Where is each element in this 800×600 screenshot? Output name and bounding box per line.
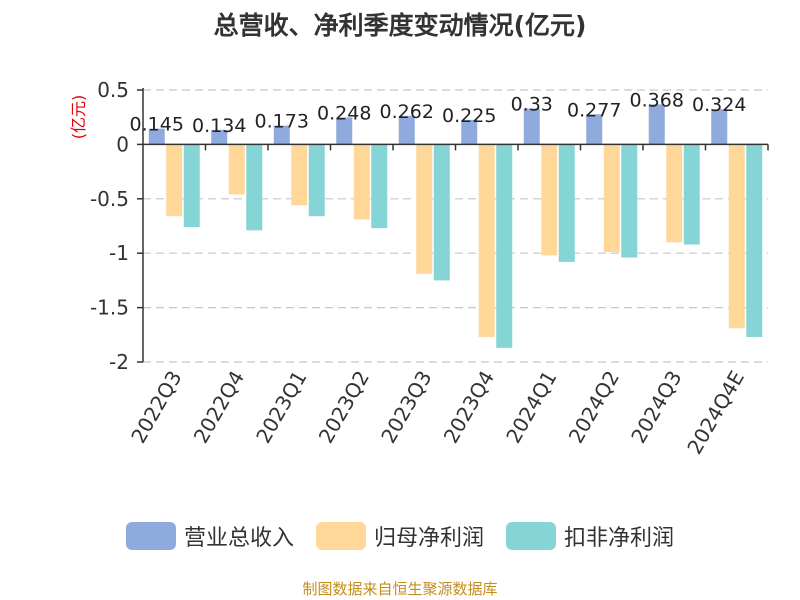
legend-label-deducted-profit: 扣非净利润 [564,526,675,551]
legend-item-deducted-profit[interactable]: 扣非净利润 [506,520,674,552]
source-note: 制图数据来自恒生聚源数据库 [302,580,498,598]
data-label: 0.145 [130,114,184,136]
bar [541,144,558,256]
x-tick-label: 2024Q1 [501,367,561,448]
bar [416,144,433,274]
bar [621,144,638,258]
bar [211,129,228,145]
bar [166,144,183,217]
y-tick-label: -1 [109,241,129,265]
y-tick-label: -2 [109,350,129,374]
x-tick-label: 2023Q1 [251,367,311,448]
bar [586,114,603,145]
bar [683,144,700,245]
bar [603,144,620,253]
data-label: 0.277 [567,99,621,121]
x-tick-label: 2023Q3 [376,367,436,448]
bar [308,144,325,217]
legend-swatch-deducted-profit [506,522,556,550]
y-tick-label: -1.5 [90,296,129,320]
data-labels: 0.145 0.134 0.173 0.248 0.262 0.225 0.33 0.277 0… [130,89,747,136]
legend-label-revenue: 营业总收入 [183,526,294,551]
bar [496,144,513,348]
x-tick-label: 2022Q4 [189,367,249,448]
bar [371,144,388,229]
data-label: 0.324 [692,94,746,116]
x-tick-label: 2023Q4 [439,367,499,448]
y-tick-label: -0.5 [90,187,129,211]
y-axis-title: (亿元) [69,95,88,140]
data-label: 0.173 [255,111,309,133]
data-label: 0.248 [317,102,371,124]
bar [228,144,245,195]
x-tick-label: 2024Q2 [564,367,624,448]
x-tick-label: 2024Q3 [626,367,686,448]
bar [711,109,728,145]
x-tick-label: 2024Q4E [682,367,749,459]
bar [728,144,745,329]
bar [478,144,495,337]
bar [246,144,263,231]
y-tick-label: 0 [116,132,129,156]
legend-label-net-profit: 归母净利润 [373,526,484,551]
x-tick-label: 2022Q3 [126,367,186,448]
bar [666,144,683,243]
x-tick-label: 2023Q2 [314,367,374,448]
legend-swatch-net-profit [315,522,366,550]
bar [461,119,478,145]
bar [398,115,415,145]
bar [148,128,165,145]
chart-title: 总营收、净利季度变动情况(亿元) [213,11,587,40]
bar [648,104,665,145]
y-tick-label: 0.5 [97,78,129,102]
legend-item-net-profit[interactable]: 归母净利润 [315,520,484,552]
bars [148,104,763,348]
legend: 营业总收入 归母净利润 扣非净利润 [0,520,800,552]
data-label: 0.262 [380,101,434,123]
bar [558,144,575,262]
data-label: 0.225 [442,105,496,127]
data-label: 0.33 [511,93,553,115]
bar [433,144,450,281]
bar [353,144,370,220]
bar [336,117,353,145]
data-label: 0.368 [630,89,684,111]
bar [746,144,763,337]
bar [523,108,540,145]
bar [291,144,308,206]
legend-swatch-revenue [125,522,176,550]
bar [183,144,200,228]
bar [273,125,290,145]
data-label: 0.134 [192,115,246,137]
legend-item-revenue[interactable]: 营业总收入 [125,520,294,552]
